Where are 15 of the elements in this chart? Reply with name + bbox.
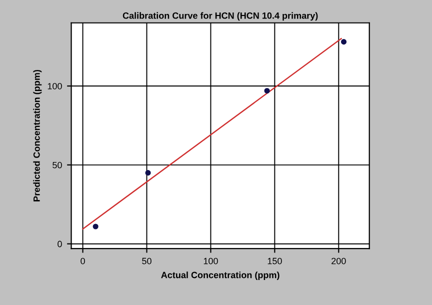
point [92, 224, 98, 230]
y-tick-label: 0 [58, 240, 62, 248]
point [145, 170, 151, 176]
x-tick-label: 150 [268, 258, 282, 264]
x-tick-label: 200 [332, 258, 346, 264]
y-tick-label: 100 [48, 82, 62, 90]
y-tick-label: 50 [52, 162, 62, 168]
x-tick-label: 0 [80, 258, 85, 264]
x-tick-label: 50 [142, 258, 152, 264]
chart-title: Calibration Curve for HCN (HCN 10.4 primary) [122, 12, 318, 21]
x-tick-label: 100 [204, 258, 218, 264]
point [340, 39, 347, 45]
x-axis-title: Actual Concentration (ppm) [161, 272, 280, 280]
y-axis-title: Predicted Concentration (ppm) [33, 70, 42, 202]
point [264, 88, 270, 94]
